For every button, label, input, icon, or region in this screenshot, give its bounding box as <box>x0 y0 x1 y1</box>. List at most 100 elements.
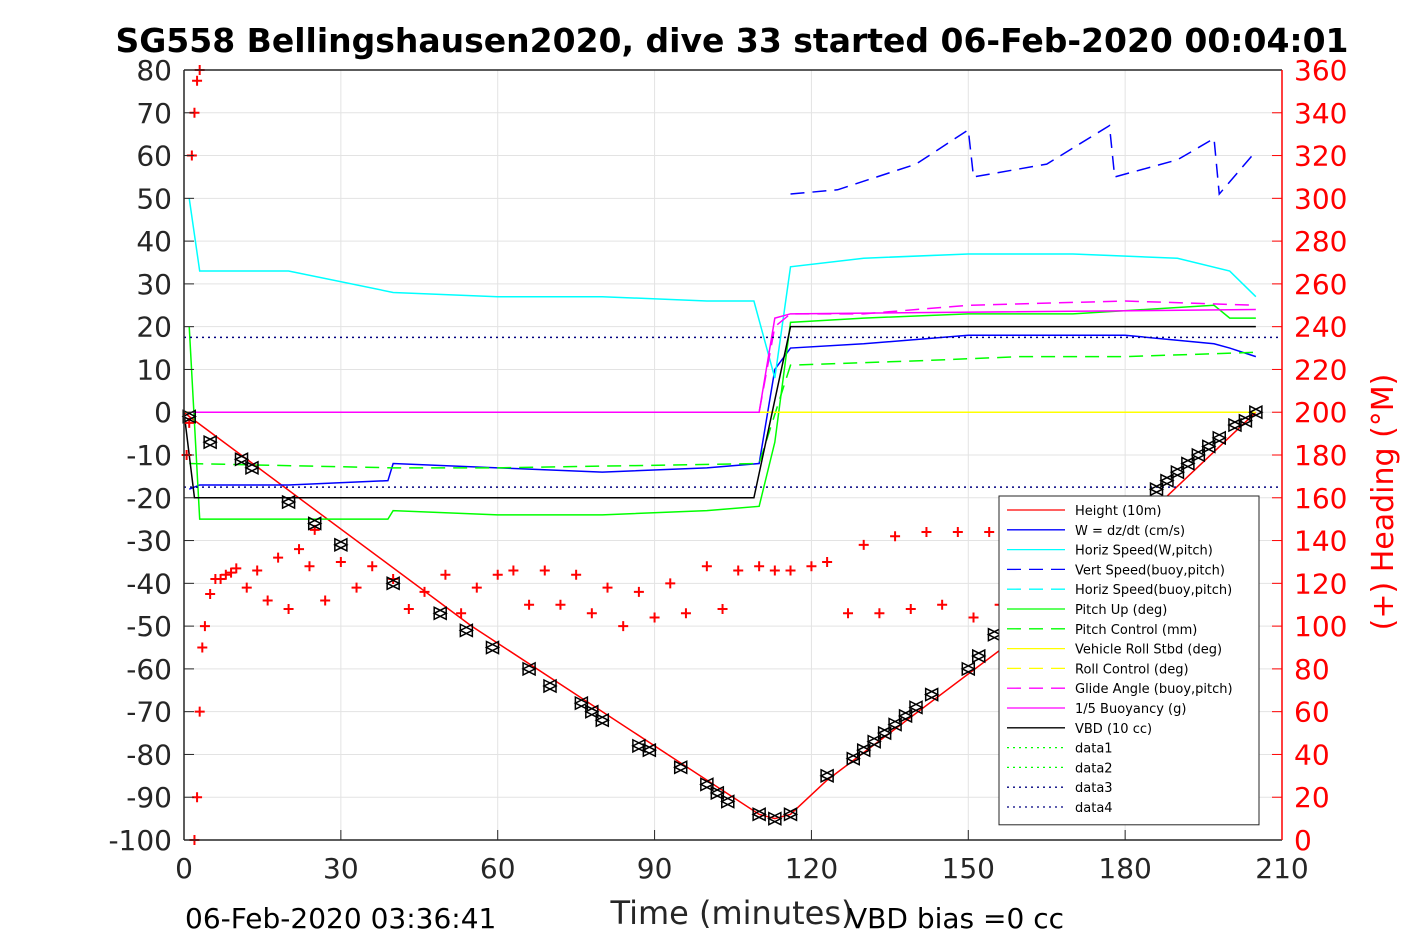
vbd-marker-left <box>280 494 296 510</box>
chart-title: SG558 Bellingshausen2020, dive 33 starte… <box>115 21 1348 60</box>
right-tick-label: 260 <box>1294 268 1347 301</box>
heading-point <box>199 621 210 632</box>
vbd-marker-left <box>458 623 474 638</box>
heading-point <box>633 586 644 597</box>
legend-label-13: data2 <box>1075 761 1113 776</box>
vbd-marker-left <box>641 742 657 758</box>
vbd-marker-left <box>971 648 986 664</box>
right-tick-label: 340 <box>1294 97 1347 130</box>
y-tick-label: -80 <box>126 738 172 771</box>
legend-label-6: Pitch Control (mm) <box>1075 623 1197 638</box>
vbd-marker-left <box>244 460 259 476</box>
heading-point <box>571 569 582 580</box>
vbd-marker-left <box>720 794 735 809</box>
vbd-marker-left <box>782 807 798 822</box>
y-tick-label: 40 <box>136 225 172 258</box>
vbd-marker-left <box>866 734 881 749</box>
y-tick-label: -10 <box>126 439 172 472</box>
y-tick-label: -40 <box>126 567 172 600</box>
vbd-marker-left <box>1237 413 1253 428</box>
heading-point <box>440 569 451 580</box>
vbd-marker-left <box>333 537 348 553</box>
vbd-marker-left <box>307 516 322 531</box>
heading-point <box>294 544 305 555</box>
heading-point <box>335 556 346 567</box>
heading-point <box>968 612 979 623</box>
vbd-marker-left <box>1180 456 1195 471</box>
legend-label-1: W = dz/dt (cm/s) <box>1075 524 1185 539</box>
y-tick-label: -100 <box>108 824 172 857</box>
vbd-marker-left <box>699 777 714 792</box>
vbd-marker-left <box>1201 439 1216 454</box>
vbd-marker-left <box>584 704 599 719</box>
heading-point <box>733 565 744 576</box>
heading-point <box>492 569 503 580</box>
vbd-marker-left <box>1227 417 1242 433</box>
series-line-3 <box>790 124 1257 196</box>
legend-label-11: VBD (10 cc) <box>1075 722 1152 737</box>
vbd-marker-left <box>521 661 536 677</box>
heading-point <box>367 561 378 572</box>
series-line-6 <box>189 351 1256 469</box>
heading-point <box>806 561 817 572</box>
right-tick-label: 300 <box>1294 182 1347 215</box>
heading-point <box>618 621 629 632</box>
heading-point <box>937 599 948 610</box>
heading-point <box>890 531 901 542</box>
heading-point <box>403 604 414 614</box>
y-tick-label: 0 <box>154 396 172 429</box>
right-tick-label: 220 <box>1294 353 1347 386</box>
heading-point <box>717 604 728 614</box>
heading-point <box>539 565 550 576</box>
legend-box <box>998 495 1260 826</box>
right-tick-label: 20 <box>1294 781 1330 814</box>
heading-point <box>231 563 242 574</box>
vbd-marker-left <box>1148 482 1164 497</box>
right-tick-label: 60 <box>1294 696 1330 729</box>
y-tick-label: -20 <box>126 482 172 515</box>
legend-label-9: Glide Angle (buoy,pitch) <box>1075 682 1233 697</box>
vbd-marker-left <box>887 717 902 732</box>
y-tick-label: 80 <box>136 54 172 87</box>
right-tick-label: 320 <box>1294 140 1347 173</box>
heading-point <box>921 527 932 537</box>
heading-point <box>858 539 869 550</box>
heading-point <box>351 582 362 593</box>
x-tick-label: 150 <box>942 852 995 885</box>
x-tick-label: 30 <box>323 852 359 885</box>
vbd-bias-footer: VBD bias =0 cc <box>848 902 1064 935</box>
x-tick-label: 120 <box>785 852 838 885</box>
y-tick-label: -50 <box>126 610 172 643</box>
series-line-5 <box>188 304 1256 520</box>
heading-point <box>320 595 331 606</box>
y-tick-label: -60 <box>126 653 172 686</box>
x-tick-label: 210 <box>1255 852 1308 885</box>
legend-label-7: Vehicle Roll Stbd (deg) <box>1075 643 1222 658</box>
heading-point <box>304 561 315 572</box>
legend-label-12: data1 <box>1075 742 1113 757</box>
right-tick-label: 200 <box>1294 396 1347 429</box>
right-tick-label: 240 <box>1294 311 1347 344</box>
right-tick-label: 0 <box>1294 824 1312 857</box>
heading-point <box>252 565 263 576</box>
vbd-marker-left <box>631 738 646 754</box>
heading-point <box>226 567 237 578</box>
heading-point <box>701 561 712 572</box>
vbd-marker-left <box>1248 405 1263 420</box>
vbd-marker-left <box>233 452 249 467</box>
legend-label-10: 1/5 Buoyancy (g) <box>1075 702 1186 717</box>
right-tick-label: 120 <box>1294 567 1347 600</box>
right-tick-label: 100 <box>1294 610 1347 643</box>
y-tick-label: 20 <box>136 311 172 344</box>
heading-point <box>555 599 566 610</box>
series-line-0 <box>183 411 1257 820</box>
legend-label-4: Horiz Speed(buoy,pitch) <box>1075 583 1232 598</box>
vbd-marker-left <box>594 713 610 728</box>
right-tick-label: 80 <box>1294 653 1330 686</box>
heading-point <box>952 527 963 537</box>
heading-point <box>220 569 231 580</box>
heading-point <box>197 642 208 653</box>
right-tick-label: 40 <box>1294 738 1330 771</box>
axes: 0 30 60 90 120 150 180 21080706050403020100-10-… <box>108 54 1347 885</box>
y-tick-label: 30 <box>136 268 172 301</box>
